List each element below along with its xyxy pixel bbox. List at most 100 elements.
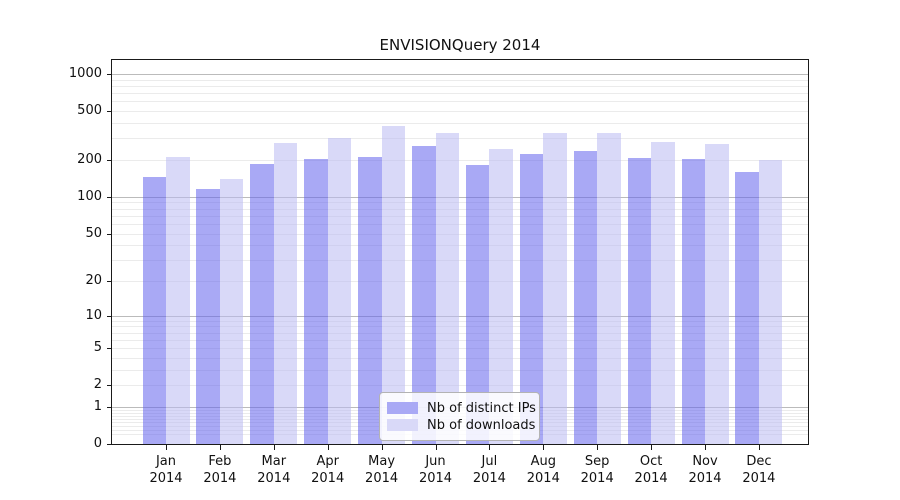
y-gridline-minor xyxy=(112,385,808,387)
x-tick-label: Dec 2014 xyxy=(742,454,776,486)
y-gridline-minor xyxy=(112,223,808,225)
x-tick-mark xyxy=(435,445,437,450)
bar-downloads-oct xyxy=(651,142,675,444)
bar-downloads-sep xyxy=(597,133,621,444)
y-gridline-minor xyxy=(112,160,808,161)
y-tick-mark xyxy=(107,196,112,198)
y-tick-label: 2 xyxy=(93,377,102,393)
y-tick-mark xyxy=(107,281,112,282)
bar-distinct-ips-mar xyxy=(250,163,274,444)
x-tick-mark xyxy=(219,445,221,450)
legend-row-distinct-ips: Nb of distinct IPs xyxy=(387,400,536,416)
y-gridline-minor xyxy=(112,320,808,322)
y-tick-label: 5 xyxy=(93,340,102,356)
y-gridline-minor xyxy=(112,357,808,359)
y-gridline-minor xyxy=(112,339,808,341)
legend-swatch-distinct-ips xyxy=(387,402,418,414)
y-gridline-minor xyxy=(112,101,808,103)
y-gridline-major xyxy=(112,196,808,198)
legend-label-distinct-ips: Nb of distinct IPs xyxy=(427,400,536,416)
chart-title: ENVISIONQuery 2014 xyxy=(379,36,541,54)
y-tick-mark xyxy=(107,233,112,235)
y-gridline-major xyxy=(112,315,808,317)
bar-downloads-apr xyxy=(327,137,352,444)
y-gridline-minor xyxy=(112,260,808,262)
y-gridline-minor xyxy=(112,245,808,247)
x-tick-mark xyxy=(166,445,167,450)
bar-distinct-ips-jun xyxy=(412,146,436,444)
y-gridline-minor xyxy=(112,93,808,95)
y-gridline-minor xyxy=(112,111,808,113)
bar-downloads-may xyxy=(381,125,406,444)
x-tick-mark xyxy=(705,445,706,450)
legend-row-downloads: Nb of downloads xyxy=(387,417,536,433)
y-tick-mark xyxy=(107,74,112,75)
x-tick-mark xyxy=(489,445,491,450)
y-tick-label: 200 xyxy=(77,152,102,167)
y-tick-label: 500 xyxy=(77,103,102,119)
y-tick-label: 100 xyxy=(77,188,102,204)
legend-label-downloads: Nb of downloads xyxy=(427,417,536,433)
y-gridline-minor xyxy=(112,348,808,350)
x-tick-mark xyxy=(597,445,599,450)
y-gridline-minor xyxy=(112,281,808,282)
bar-distinct-ips-jul xyxy=(465,165,490,444)
y-gridline-minor xyxy=(112,369,808,371)
x-tick-mark xyxy=(327,445,329,450)
x-tick-label: Aug 2014 xyxy=(526,454,560,486)
y-tick-label: 0 xyxy=(93,436,102,451)
x-tick-label: Oct 2014 xyxy=(634,454,668,486)
bar-distinct-ips-nov xyxy=(681,158,705,444)
y-gridline-major xyxy=(112,74,808,75)
y-gridline-minor xyxy=(112,215,808,217)
y-gridline-minor xyxy=(112,86,808,87)
x-tick-mark xyxy=(381,445,383,450)
y-gridline-minor xyxy=(112,138,808,140)
x-tick-mark xyxy=(273,445,275,450)
y-tick-label: 1 xyxy=(93,398,102,414)
x-tick-label: Jun 2014 xyxy=(418,454,453,486)
y-tick-label: 20 xyxy=(85,273,102,288)
y-tick-label: 50 xyxy=(85,225,102,241)
y-tick-mark xyxy=(107,444,112,445)
bar-distinct-ips-feb xyxy=(196,189,220,444)
y-tick-label: 1000 xyxy=(68,66,102,81)
bar-distinct-ips-apr xyxy=(304,158,328,444)
bar-downloads-aug xyxy=(543,133,567,444)
bar-distinct-ips-dec xyxy=(735,171,759,444)
bar-distinct-ips-oct xyxy=(627,158,652,444)
x-tick-mark xyxy=(543,445,545,450)
legend-swatch-downloads xyxy=(387,419,418,431)
y-gridline-minor xyxy=(112,202,808,204)
y-tick-mark xyxy=(107,385,112,387)
y-tick-mark xyxy=(107,315,112,317)
bar-downloads-jun xyxy=(435,132,459,444)
x-tick-label: Jul 2014 xyxy=(472,454,506,486)
plot-area xyxy=(111,59,809,445)
legend: Nb of distinct IPs Nb of downloads xyxy=(379,392,540,441)
y-tick-mark xyxy=(107,348,112,350)
bar-downloads-jul xyxy=(489,148,513,444)
bar-distinct-ips-may xyxy=(358,157,382,444)
x-tick-label: Feb 2014 xyxy=(203,454,237,486)
x-tick-mark xyxy=(758,445,760,450)
x-tick-mark xyxy=(651,445,653,450)
bar-downloads-nov xyxy=(705,143,729,444)
bar-distinct-ips-sep xyxy=(573,151,598,444)
x-tick-label: Nov 2014 xyxy=(688,454,722,486)
bar-distinct-ips-aug xyxy=(519,154,544,444)
y-gridline-minor xyxy=(112,332,808,334)
x-tick-label: Mar 2014 xyxy=(257,454,291,486)
y-tick-label: 10 xyxy=(85,307,102,323)
x-tick-label: Jan 2014 xyxy=(149,454,183,486)
y-gridline-minor xyxy=(112,233,808,235)
y-gridline-minor xyxy=(112,79,808,81)
bar-downloads-feb xyxy=(219,179,244,444)
bar-downloads-mar xyxy=(273,142,298,444)
y-gridline-minor xyxy=(112,123,808,124)
y-tick-mark xyxy=(107,111,112,113)
x-tick-label: Apr 2014 xyxy=(311,454,345,486)
bar-downloads-jan xyxy=(166,157,190,444)
y-gridline-minor xyxy=(112,326,808,328)
